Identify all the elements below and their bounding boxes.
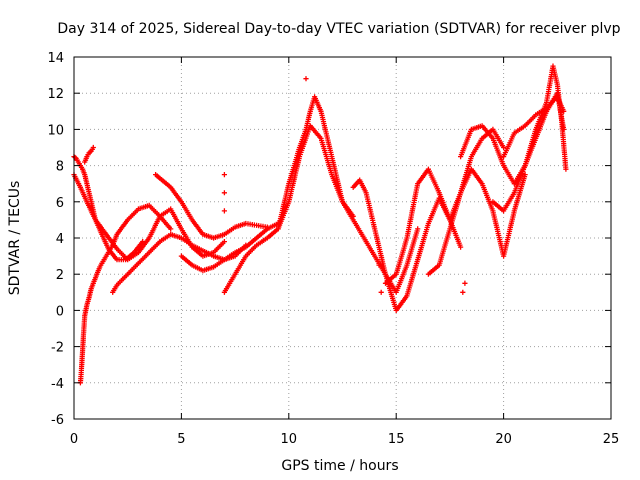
data-point (140, 239, 146, 245)
y-tick-label: -2 (51, 341, 64, 356)
data-point (522, 172, 528, 178)
y-tick-label: 0 (56, 304, 64, 319)
x-tick-label: 25 (603, 432, 620, 447)
data-points (71, 63, 569, 386)
data-point (90, 144, 96, 151)
data-point (72, 154, 78, 161)
y-tick-label: 6 (56, 196, 64, 211)
y-tick-label: 14 (47, 51, 64, 66)
axes: 0 5 10 15 20 25 -6 -4 -2 0 2 4 6 8 10 12 14 (47, 51, 619, 447)
y-tick-label: 4 (56, 232, 64, 247)
data-point (221, 208, 227, 214)
data-point (458, 244, 464, 250)
data-point (563, 166, 569, 172)
x-tick-label: 20 (495, 432, 512, 447)
y-tick-label: 8 (56, 160, 64, 175)
data-point (221, 172, 227, 178)
y-tick-label: 12 (47, 87, 64, 102)
y-tick-label: 2 (56, 268, 64, 283)
data-point (376, 262, 382, 268)
grid (74, 57, 611, 419)
x-tick-label: 5 (177, 432, 185, 447)
y-tick-label: -6 (51, 413, 64, 428)
y-tick-label: 10 (47, 123, 64, 138)
data-point (221, 190, 227, 196)
data-point (462, 280, 468, 286)
chart-title: Day 314 of 2025, Sidereal Day-to-day VTE… (57, 21, 620, 37)
y-tick-label: -4 (51, 377, 64, 392)
data-point (460, 289, 466, 295)
data-point (221, 239, 227, 245)
x-tick-label: 0 (70, 432, 78, 447)
x-axis-label: GPS time / hours (281, 458, 398, 474)
data-point (561, 108, 567, 114)
data-point (168, 226, 174, 232)
x-tick-label: 15 (388, 432, 405, 447)
data-point (378, 289, 384, 295)
data-point (501, 144, 507, 151)
data-point (303, 76, 309, 82)
y-axis-label: SDTVAR / TECUs (7, 181, 23, 296)
data-point (415, 226, 421, 232)
x-tick-label: 10 (281, 432, 298, 447)
